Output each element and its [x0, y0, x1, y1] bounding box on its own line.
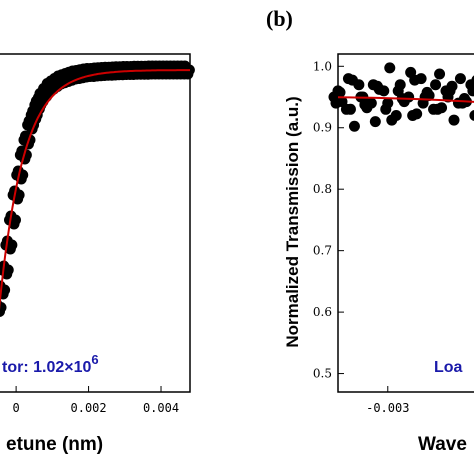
panel-a-annotation: tor: 1.02×106 [2, 352, 99, 376]
panel-b-marker [344, 103, 356, 115]
panel-b-marker [411, 108, 423, 120]
panel-b-y-tick-label: 0.6 [313, 305, 332, 319]
panel-a-x-tick-label: 0.004 [143, 401, 179, 415]
panel-b-marker [394, 79, 406, 91]
panel-b-marker [378, 85, 390, 97]
panel-b-marker [390, 109, 402, 121]
panel-a-x-ticks: 0 0.002 0.004 [12, 386, 179, 415]
panel-b-y-ticks: 0.5 0.6 0.7 0.8 0.9 1.0 [313, 59, 344, 381]
panel-a: 0 0.002 0.004 tor: 1.02×106 etune (nm) [0, 53, 195, 455]
panel-b-marker [369, 116, 381, 128]
panel-b-x-ticks: -0.003 [366, 386, 409, 415]
panel-b-frame [337, 53, 474, 393]
panel-b-marker [348, 120, 360, 132]
panel-b-marker [430, 79, 442, 91]
panel-b-fit-curve [337, 96, 474, 103]
panel-a-marker [2, 264, 14, 276]
panel-b-marker [467, 85, 474, 97]
panel-b: 0.5 0.6 0.7 0.8 0.9 1.0 -0.003 Loa Normalized… [283, 53, 474, 455]
panel-a-markers [0, 60, 195, 317]
panel-a-fit-curve [0, 69, 190, 310]
panel-b-y-tick-label: 0.5 [313, 367, 332, 381]
panel-b-marker [434, 68, 446, 80]
panel-b-x-tick-label: -0.003 [366, 401, 409, 415]
panel-b-y-tick-label: 0.8 [313, 182, 332, 196]
panel-b-marker [454, 73, 466, 85]
panel-a-frame [0, 53, 191, 393]
panel-b-label: (b) [266, 6, 293, 31]
panel-b-marker [384, 62, 396, 74]
panel-b-marker [334, 86, 346, 98]
panel-b-marker [423, 89, 435, 101]
panel-a-marker [0, 302, 7, 313]
panel-a-x-tick-label: 0 [12, 401, 19, 415]
panel-a-x-axis-label: etune (nm) [6, 434, 103, 455]
panel-b-marker [382, 97, 394, 109]
panel-b-y-tick-label: 0.7 [313, 244, 332, 258]
panel-b-y-tick-label: 1.0 [313, 59, 332, 73]
panel-a-marker [0, 284, 11, 296]
panel-b-marker [365, 97, 377, 109]
panel-a-marker [6, 239, 18, 251]
panel-b-marker [446, 80, 458, 92]
panel-b-y-tick-label: 0.9 [313, 121, 332, 135]
panel-b-annotation: Loa [434, 359, 463, 376]
panel-b-marker [471, 75, 474, 85]
panel-b-marker [448, 114, 460, 126]
panel-b-marker [415, 73, 427, 85]
panel-b-x-axis-label: Wave [418, 434, 467, 455]
panel-b-marker [403, 91, 415, 103]
panel-a-x-tick-label: 0.002 [71, 401, 107, 415]
panel-b-marker [469, 110, 474, 121]
panel-b-marker [353, 79, 365, 91]
panel-b-y-axis-label: Normalized Transmission (a.u.) [283, 96, 302, 347]
panel-a-annotation-sup: 6 [91, 352, 98, 367]
panel-b-marker [436, 102, 448, 114]
panel-a-marker [9, 214, 21, 226]
panel-a-marker [13, 189, 25, 201]
